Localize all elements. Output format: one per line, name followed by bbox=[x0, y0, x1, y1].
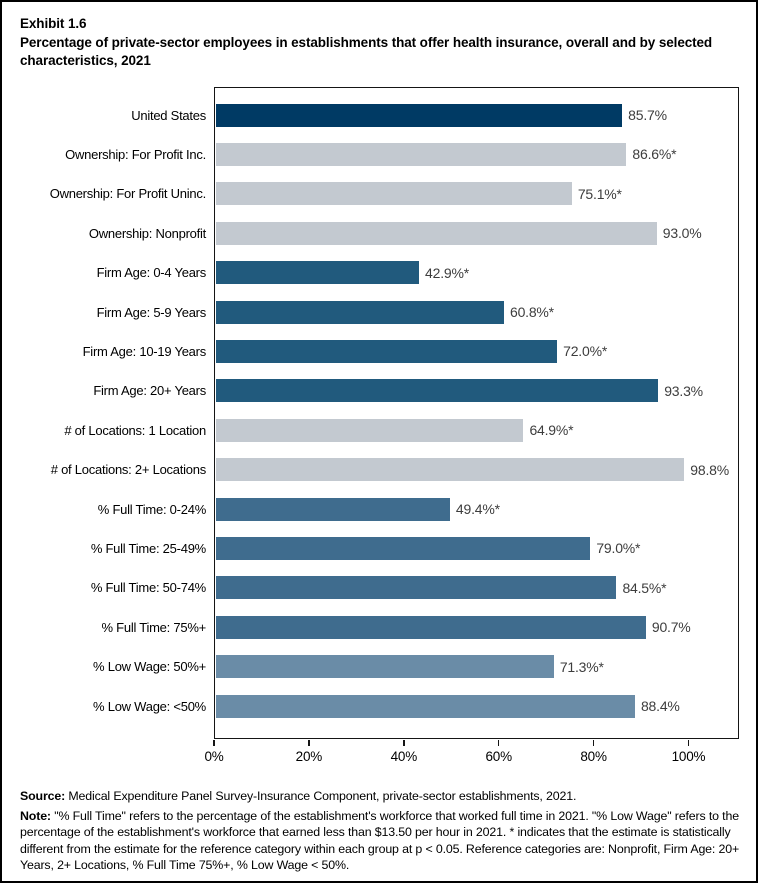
x-axis-tick bbox=[403, 740, 405, 746]
x-axis-tick bbox=[497, 740, 500, 746]
value-label: 64.9%* bbox=[529, 422, 574, 439]
category-label: % Full Time: 25-49% bbox=[90, 540, 206, 556]
value-label: 85.7% bbox=[628, 107, 667, 123]
value-label: 72.0%* bbox=[563, 343, 608, 360]
bar bbox=[215, 221, 657, 245]
bar bbox=[215, 182, 572, 206]
category-label: Ownership: For Profit Inc. bbox=[65, 146, 206, 162]
value-label: 93.3% bbox=[664, 382, 703, 399]
category-label: # of Locations: 1 Location bbox=[64, 422, 206, 438]
x-axis-tick bbox=[308, 740, 310, 746]
bar bbox=[215, 261, 420, 285]
bar bbox=[215, 339, 558, 363]
note-text: "% Full Time" refers to the percentage o… bbox=[20, 808, 740, 873]
chart-title: Percentage of private-sector employees i… bbox=[20, 34, 713, 69]
bar bbox=[215, 655, 554, 679]
category-label: % Low Wage: 50%+ bbox=[93, 659, 206, 675]
bar bbox=[215, 497, 450, 521]
footnotes: Source: Medical Expenditure Panel Survey… bbox=[20, 788, 744, 874]
x-axis-tick bbox=[213, 740, 215, 746]
x-axis-tick-label: 60% bbox=[485, 748, 512, 764]
bar bbox=[215, 536, 591, 560]
bar bbox=[215, 103, 623, 127]
bar bbox=[215, 300, 504, 324]
value-label: 90.7% bbox=[651, 619, 691, 636]
value-label: 42.9%* bbox=[425, 264, 469, 281]
source-text: Medical Expenditure Panel Survey-Insuran… bbox=[68, 789, 577, 803]
value-label: 60.8%* bbox=[509, 304, 554, 320]
note: Note: "% Full Time" refers to the percen… bbox=[20, 808, 744, 874]
category-label: % Full Time: 0-24% bbox=[97, 501, 206, 517]
value-label: 79.0%* bbox=[596, 540, 641, 557]
category-label: Ownership: Nonprofit bbox=[88, 225, 206, 241]
x-axis-tick-label: 100% bbox=[671, 748, 706, 764]
category-label: # of Locations: 2+ Locations bbox=[50, 462, 207, 478]
source-label: Source: bbox=[20, 789, 66, 803]
x-axis-tick-label: 0% bbox=[204, 748, 224, 764]
bar bbox=[215, 694, 635, 718]
note-label: Note: bbox=[20, 808, 51, 823]
bar bbox=[215, 458, 685, 482]
exhibit-number: Exhibit 1.6 bbox=[20, 16, 87, 31]
x-axis-tick-label: 40% bbox=[390, 748, 418, 764]
category-label: % Full Time: 50-74% bbox=[90, 580, 206, 596]
source-note: Source: Medical Expenditure Panel Survey… bbox=[20, 788, 744, 804]
category-label: Firm Age: 20+ Years bbox=[93, 383, 206, 399]
x-axis-tick-label: 80% bbox=[580, 748, 607, 764]
value-label: 86.6%* bbox=[632, 146, 677, 163]
category-label: United States bbox=[131, 107, 206, 123]
value-label: 75.1%* bbox=[577, 185, 622, 202]
bar bbox=[215, 576, 617, 600]
x-axis-tick bbox=[592, 740, 595, 746]
category-label: Firm Age: 0-4 Years bbox=[96, 265, 207, 281]
bar bbox=[215, 418, 524, 442]
value-label: 84.5%* bbox=[622, 579, 667, 596]
category-label: Firm Age: 5-9 Years bbox=[96, 304, 207, 320]
title-block: Exhibit 1.6 Percentage of private-sector… bbox=[20, 15, 736, 71]
value-label: 49.4%* bbox=[455, 501, 500, 517]
value-label: 98.8% bbox=[690, 461, 729, 478]
bar bbox=[215, 379, 659, 403]
category-label: % Low Wage: <50% bbox=[93, 698, 206, 714]
category-label: Ownership: For Profit Uninc. bbox=[49, 186, 207, 202]
value-label: 88.4% bbox=[640, 698, 680, 714]
bar bbox=[215, 142, 627, 166]
x-axis-tick-label: 20% bbox=[295, 748, 323, 764]
bar bbox=[215, 615, 646, 639]
x-axis-tick bbox=[687, 740, 690, 746]
category-label: Firm Age: 10-19 Years bbox=[82, 343, 207, 359]
category-label: % Full Time: 75%+ bbox=[101, 619, 207, 635]
value-label: 71.3%* bbox=[559, 658, 604, 675]
value-label: 93.0% bbox=[662, 225, 702, 242]
